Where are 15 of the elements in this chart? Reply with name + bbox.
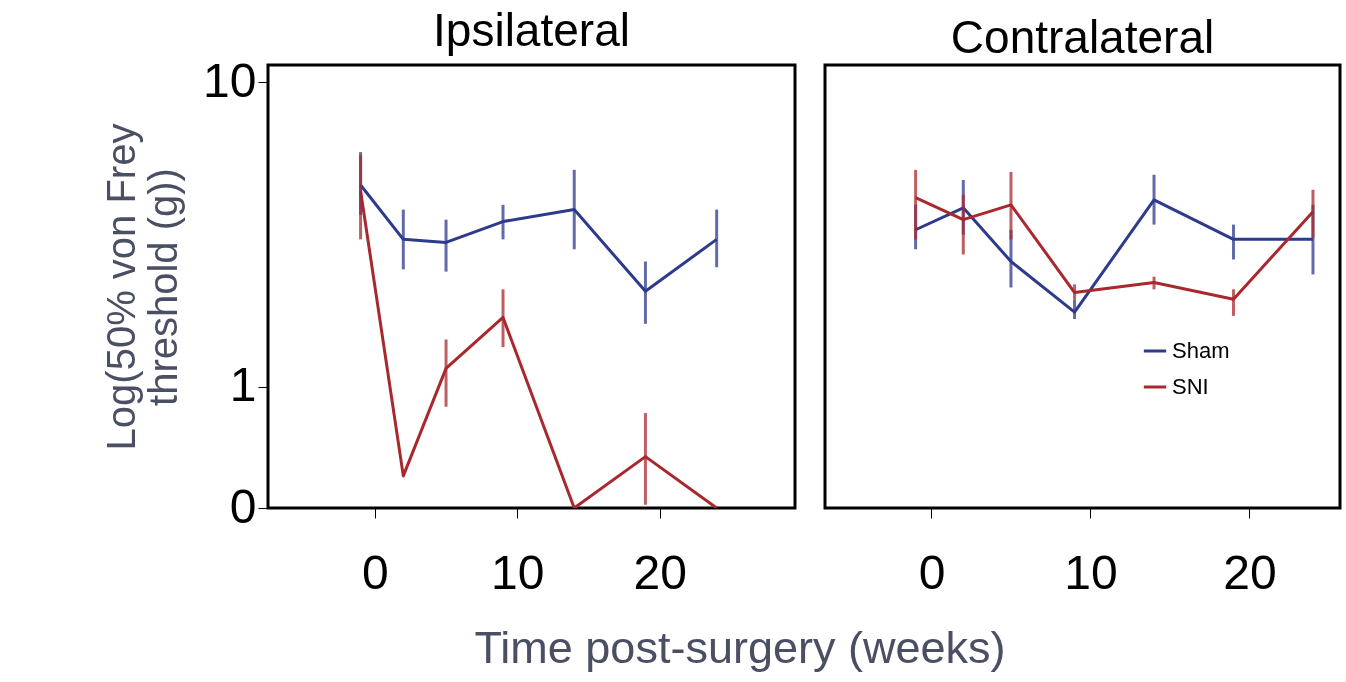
y-tick-label: 0 — [229, 479, 257, 533]
chart-title: Ipsilateral — [433, 4, 630, 57]
x-tick-label: 20 — [1223, 545, 1277, 599]
x-tick-label: 0 — [361, 545, 389, 599]
legend-label: Sham — [1172, 338, 1230, 363]
y-tick-label: 1 — [229, 358, 257, 412]
x-tick-label: 10 — [1064, 545, 1118, 599]
x-tick-label: 0 — [918, 545, 946, 599]
x-tick-label: 10 — [491, 545, 545, 599]
chart-title: Contralateral — [950, 11, 1215, 63]
x-tick-label: 20 — [633, 545, 687, 599]
legend-label: SNI — [1172, 374, 1209, 399]
x-axis-title: Time post-surgery (weeks) — [473, 622, 1007, 674]
y-tick-label: 10 — [203, 53, 257, 107]
y-axis-title: Log(50% von Frey threshold (g)) — [99, 123, 186, 451]
